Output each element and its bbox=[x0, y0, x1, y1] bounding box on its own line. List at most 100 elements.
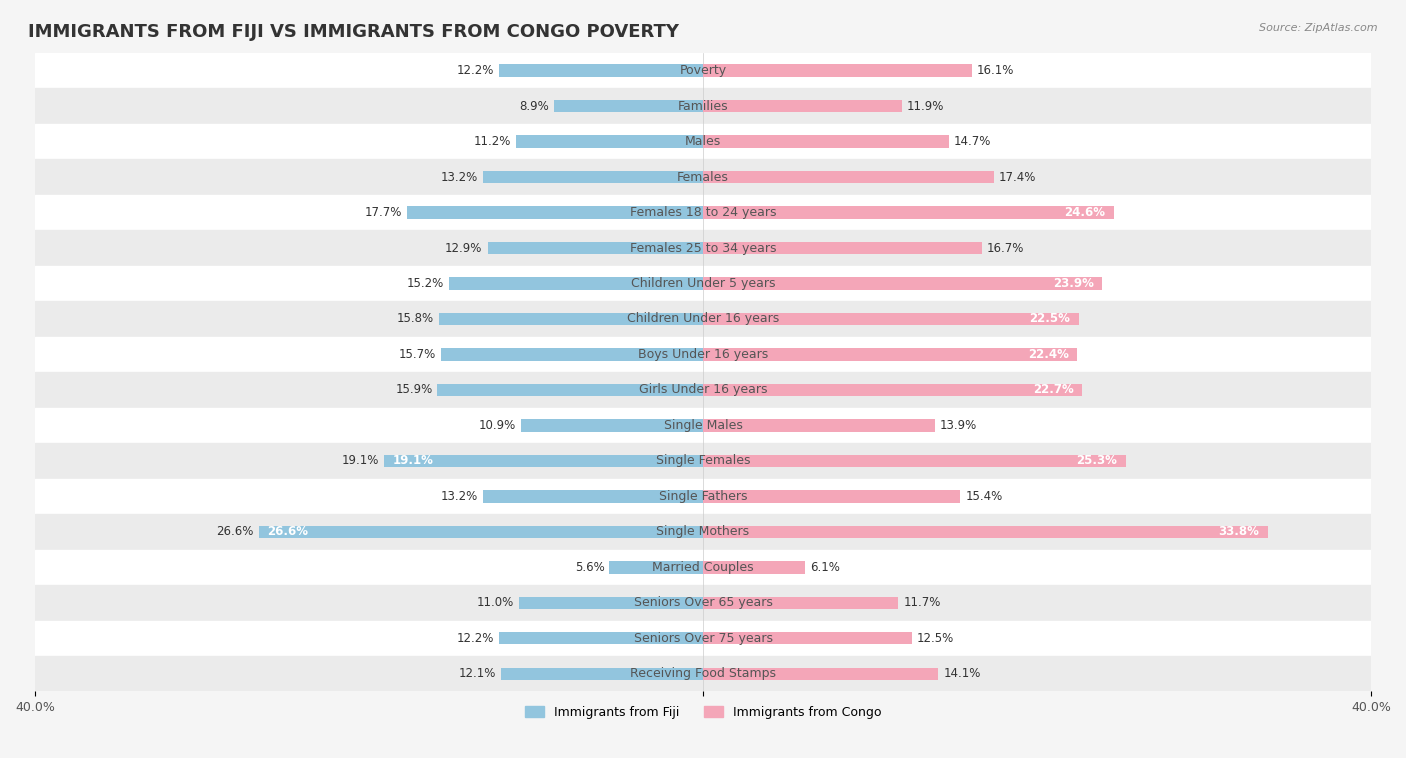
Bar bbox=[35, 124, 1371, 159]
Bar bbox=[703, 64, 972, 77]
Bar bbox=[703, 206, 1114, 219]
Text: Poverty: Poverty bbox=[679, 64, 727, 77]
Text: 17.4%: 17.4% bbox=[998, 171, 1036, 183]
Text: 15.8%: 15.8% bbox=[396, 312, 434, 325]
Legend: Immigrants from Fiji, Immigrants from Congo: Immigrants from Fiji, Immigrants from Co… bbox=[520, 700, 886, 724]
Bar bbox=[703, 384, 1083, 396]
Bar bbox=[437, 384, 703, 396]
Text: 11.0%: 11.0% bbox=[477, 597, 515, 609]
Text: 15.7%: 15.7% bbox=[398, 348, 436, 361]
Bar bbox=[482, 171, 703, 183]
Text: Single Males: Single Males bbox=[664, 419, 742, 432]
Text: 25.3%: 25.3% bbox=[1077, 454, 1118, 468]
Bar bbox=[35, 372, 1371, 408]
Text: 23.9%: 23.9% bbox=[1053, 277, 1094, 290]
Bar bbox=[35, 230, 1371, 266]
Text: 12.5%: 12.5% bbox=[917, 631, 955, 645]
Text: 14.1%: 14.1% bbox=[943, 667, 981, 680]
Text: 11.9%: 11.9% bbox=[907, 99, 945, 113]
Bar bbox=[35, 89, 1371, 124]
Bar bbox=[499, 632, 703, 644]
Bar bbox=[703, 419, 935, 431]
Text: 22.4%: 22.4% bbox=[1028, 348, 1069, 361]
Bar bbox=[501, 668, 703, 680]
Text: 26.6%: 26.6% bbox=[267, 525, 308, 538]
Text: Receiving Food Stamps: Receiving Food Stamps bbox=[630, 667, 776, 680]
Bar bbox=[35, 301, 1371, 337]
Text: Single Females: Single Females bbox=[655, 454, 751, 468]
Text: Females 18 to 24 years: Females 18 to 24 years bbox=[630, 206, 776, 219]
Text: 13.9%: 13.9% bbox=[941, 419, 977, 432]
Bar bbox=[35, 53, 1371, 89]
Bar bbox=[703, 455, 1126, 467]
Text: 5.6%: 5.6% bbox=[575, 561, 605, 574]
Bar bbox=[35, 478, 1371, 514]
Bar bbox=[703, 561, 804, 574]
Text: 26.6%: 26.6% bbox=[217, 525, 253, 538]
Text: Females 25 to 34 years: Females 25 to 34 years bbox=[630, 242, 776, 255]
Bar bbox=[439, 313, 703, 325]
Text: 13.2%: 13.2% bbox=[440, 490, 478, 503]
Bar bbox=[703, 632, 911, 644]
Text: Females: Females bbox=[678, 171, 728, 183]
Text: Boys Under 16 years: Boys Under 16 years bbox=[638, 348, 768, 361]
Text: Seniors Over 65 years: Seniors Over 65 years bbox=[634, 597, 772, 609]
Bar bbox=[35, 621, 1371, 656]
Bar bbox=[609, 561, 703, 574]
Text: 8.9%: 8.9% bbox=[520, 99, 550, 113]
Bar bbox=[482, 490, 703, 503]
Bar bbox=[35, 550, 1371, 585]
Text: 12.2%: 12.2% bbox=[457, 631, 495, 645]
Bar bbox=[703, 313, 1078, 325]
Text: Children Under 5 years: Children Under 5 years bbox=[631, 277, 775, 290]
Bar bbox=[441, 348, 703, 361]
Text: Single Mothers: Single Mothers bbox=[657, 525, 749, 538]
Text: 11.7%: 11.7% bbox=[904, 597, 941, 609]
Bar bbox=[516, 136, 703, 148]
Bar bbox=[35, 585, 1371, 621]
Bar bbox=[703, 242, 981, 254]
Bar bbox=[703, 100, 901, 112]
Bar bbox=[554, 100, 703, 112]
Text: 24.6%: 24.6% bbox=[1064, 206, 1105, 219]
Text: Married Couples: Married Couples bbox=[652, 561, 754, 574]
Text: 19.1%: 19.1% bbox=[392, 454, 433, 468]
Text: 13.2%: 13.2% bbox=[440, 171, 478, 183]
Text: 22.5%: 22.5% bbox=[1029, 312, 1070, 325]
Bar bbox=[703, 490, 960, 503]
Bar bbox=[703, 277, 1102, 290]
Text: IMMIGRANTS FROM FIJI VS IMMIGRANTS FROM CONGO POVERTY: IMMIGRANTS FROM FIJI VS IMMIGRANTS FROM … bbox=[28, 23, 679, 41]
Bar bbox=[488, 242, 703, 254]
Bar bbox=[703, 525, 1268, 538]
Bar bbox=[703, 668, 938, 680]
Text: 11.2%: 11.2% bbox=[474, 135, 510, 148]
Bar bbox=[703, 136, 949, 148]
Text: 15.2%: 15.2% bbox=[406, 277, 444, 290]
Bar bbox=[703, 348, 1077, 361]
Bar bbox=[35, 514, 1371, 550]
Text: Families: Families bbox=[678, 99, 728, 113]
Text: 15.4%: 15.4% bbox=[965, 490, 1002, 503]
Text: 10.9%: 10.9% bbox=[478, 419, 516, 432]
Text: Single Fathers: Single Fathers bbox=[659, 490, 747, 503]
Text: Seniors Over 75 years: Seniors Over 75 years bbox=[634, 631, 772, 645]
Bar bbox=[408, 206, 703, 219]
Text: 14.7%: 14.7% bbox=[953, 135, 991, 148]
Text: 6.1%: 6.1% bbox=[810, 561, 839, 574]
Text: 12.2%: 12.2% bbox=[457, 64, 495, 77]
Bar bbox=[35, 195, 1371, 230]
Bar bbox=[703, 597, 898, 609]
Bar bbox=[519, 597, 703, 609]
Bar bbox=[449, 277, 703, 290]
Bar bbox=[35, 159, 1371, 195]
Bar bbox=[499, 64, 703, 77]
Text: 15.9%: 15.9% bbox=[395, 384, 433, 396]
Text: Children Under 16 years: Children Under 16 years bbox=[627, 312, 779, 325]
Text: 17.7%: 17.7% bbox=[366, 206, 402, 219]
Bar bbox=[35, 266, 1371, 301]
Text: Girls Under 16 years: Girls Under 16 years bbox=[638, 384, 768, 396]
Bar bbox=[35, 656, 1371, 691]
Text: 12.1%: 12.1% bbox=[458, 667, 496, 680]
Text: 16.1%: 16.1% bbox=[977, 64, 1014, 77]
Bar bbox=[259, 525, 703, 538]
